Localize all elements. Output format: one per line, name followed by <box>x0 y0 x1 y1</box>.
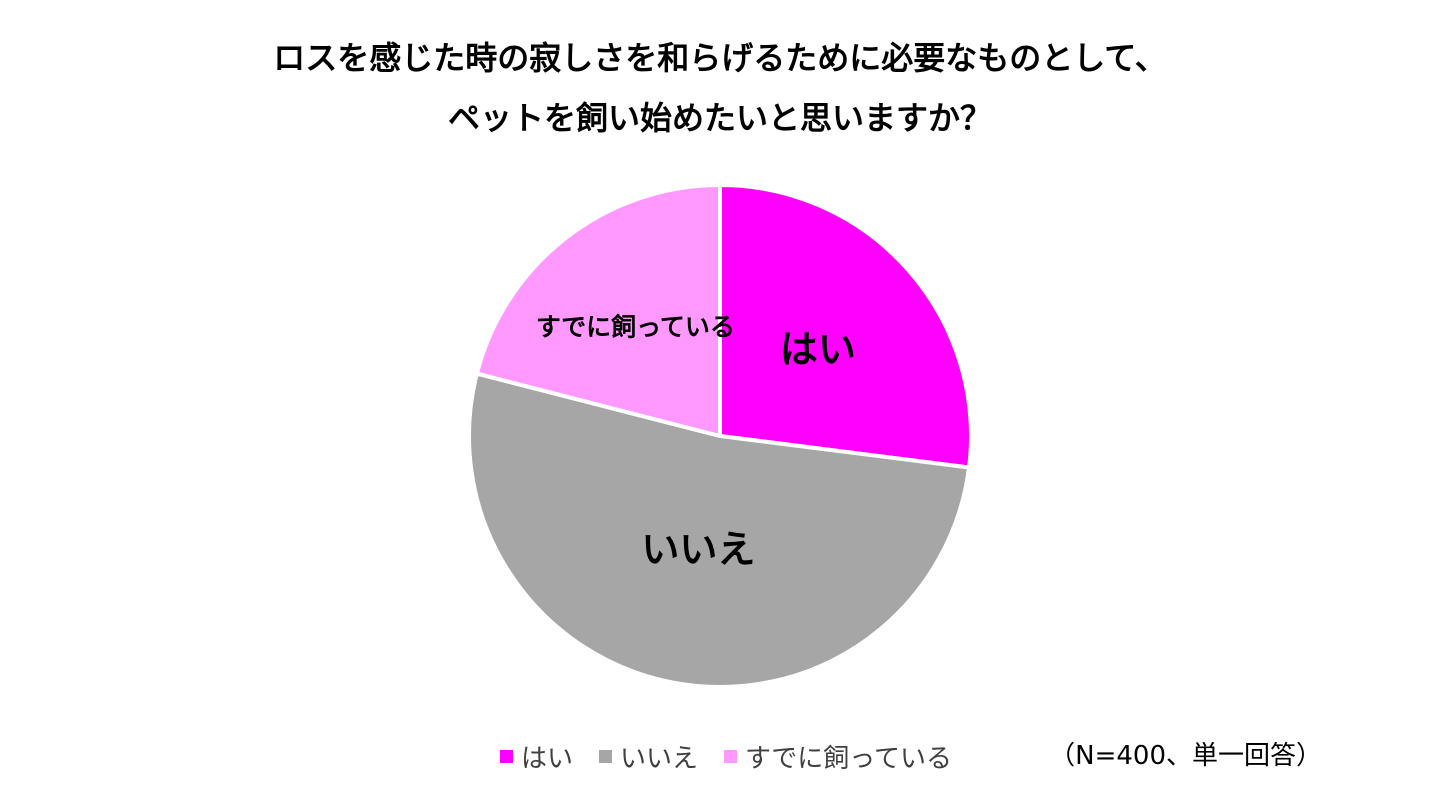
legend-swatch-2 <box>724 749 738 763</box>
pie-slices <box>467 183 973 689</box>
legend-swatch-0 <box>500 749 513 763</box>
pie-slice-1 <box>467 371 972 689</box>
legend-label-0: はい <box>521 743 574 774</box>
legend-item-0: はい <box>500 738 573 775</box>
pie-slice-0 <box>718 183 973 470</box>
legend-swatch-1 <box>599 749 613 763</box>
pie-slice-label-1: いいえ <box>641 527 755 571</box>
legend-label-2: すでに飼っている <box>745 743 952 774</box>
legend-item-1: いいえ <box>599 738 698 775</box>
chart-title-line-1: ロスを感じた時の寂しさを和らげるために必要なものとして、 <box>273 39 1167 77</box>
chart-title-line-2: ペットを飼い始めたいと思いますか？ <box>447 99 992 137</box>
sample-note: （N=400、単一回答） <box>1049 741 1322 771</box>
pie-slice-label-0: はい <box>780 328 856 372</box>
pie-slice-label-2: すでに飼っている <box>536 312 735 341</box>
legend-label-1: いいえ <box>620 743 699 774</box>
pie-slice-2 <box>474 183 722 438</box>
legend-item-2: すでに飼っている <box>724 738 952 775</box>
chart-legend: はい いいえ すでに飼っている <box>500 738 978 774</box>
